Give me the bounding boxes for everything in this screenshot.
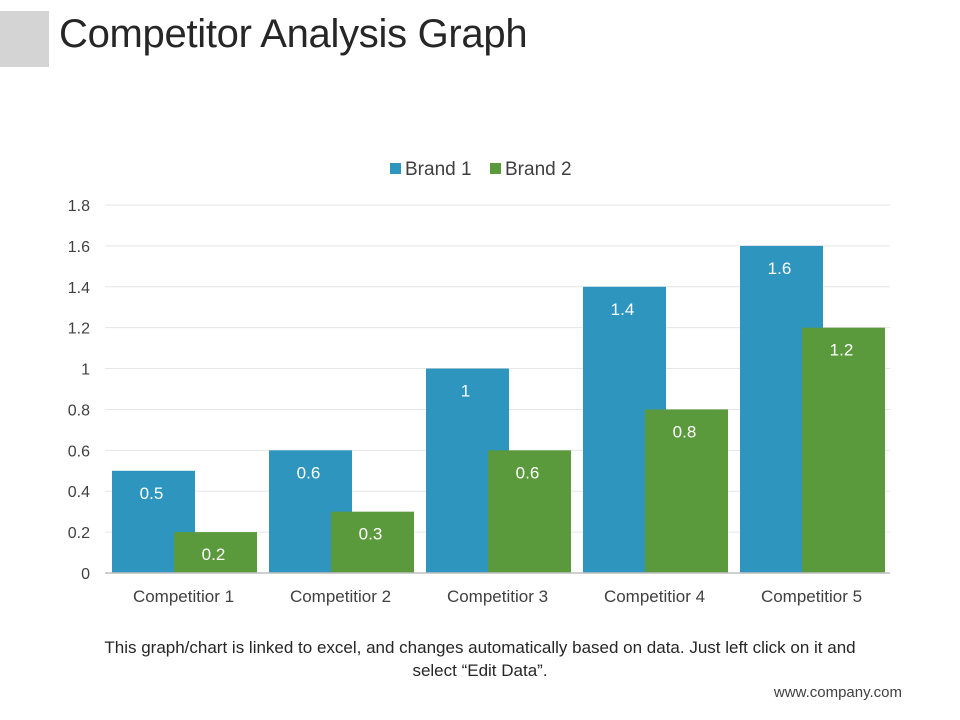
y-tick-label: 1.6 [68, 239, 90, 256]
y-tick-label: 0 [81, 566, 90, 583]
title-accent-block [0, 11, 49, 67]
legend-label-brand-1: Brand 1 [405, 159, 472, 180]
data-label: 0.8 [673, 422, 697, 441]
data-label: 0.3 [359, 525, 383, 544]
data-label: 1.6 [768, 259, 792, 278]
y-tick-label: 1.8 [68, 198, 90, 215]
legend-swatch-brand-1 [390, 163, 401, 174]
data-label: 1.2 [830, 341, 854, 360]
data-label: 1.4 [611, 300, 635, 319]
y-tick-label: 0.2 [68, 525, 90, 542]
data-label: 0.2 [202, 545, 226, 564]
bar-2-3[interactable] [488, 450, 571, 573]
bar-2-1[interactable] [174, 532, 257, 573]
data-label: 0.6 [516, 463, 540, 482]
bar-2-5[interactable] [802, 327, 885, 573]
x-tick-label: Competitior 2 [290, 587, 391, 606]
chart-caption: This graph/chart is linked to excel, and… [104, 638, 856, 680]
y-tick-label: 0.6 [68, 443, 90, 460]
x-tick-label: Competitior 5 [761, 587, 862, 606]
data-label: 0.6 [297, 463, 321, 482]
y-tick-label: 0.8 [68, 402, 90, 419]
data-label: 1 [461, 382, 470, 401]
bar-2-2[interactable] [331, 511, 414, 573]
page-title: Competitor Analysis Graph [59, 12, 528, 56]
legend-label-brand-2: Brand 2 [505, 159, 572, 180]
bar-2-4[interactable] [645, 409, 728, 573]
x-tick-label: Competitior 3 [447, 587, 548, 606]
x-tick-label: Competitior 4 [604, 587, 705, 606]
x-tick-label: Competitior 1 [133, 587, 234, 606]
y-tick-label: 0.4 [68, 484, 90, 501]
data-label: 0.5 [140, 484, 164, 503]
footer-url: www.company.com [773, 684, 902, 701]
y-tick-label: 1.2 [68, 321, 90, 338]
y-tick-label: 1 [81, 362, 90, 379]
y-tick-label: 1.4 [68, 280, 90, 297]
legend-swatch-brand-2 [490, 163, 501, 174]
